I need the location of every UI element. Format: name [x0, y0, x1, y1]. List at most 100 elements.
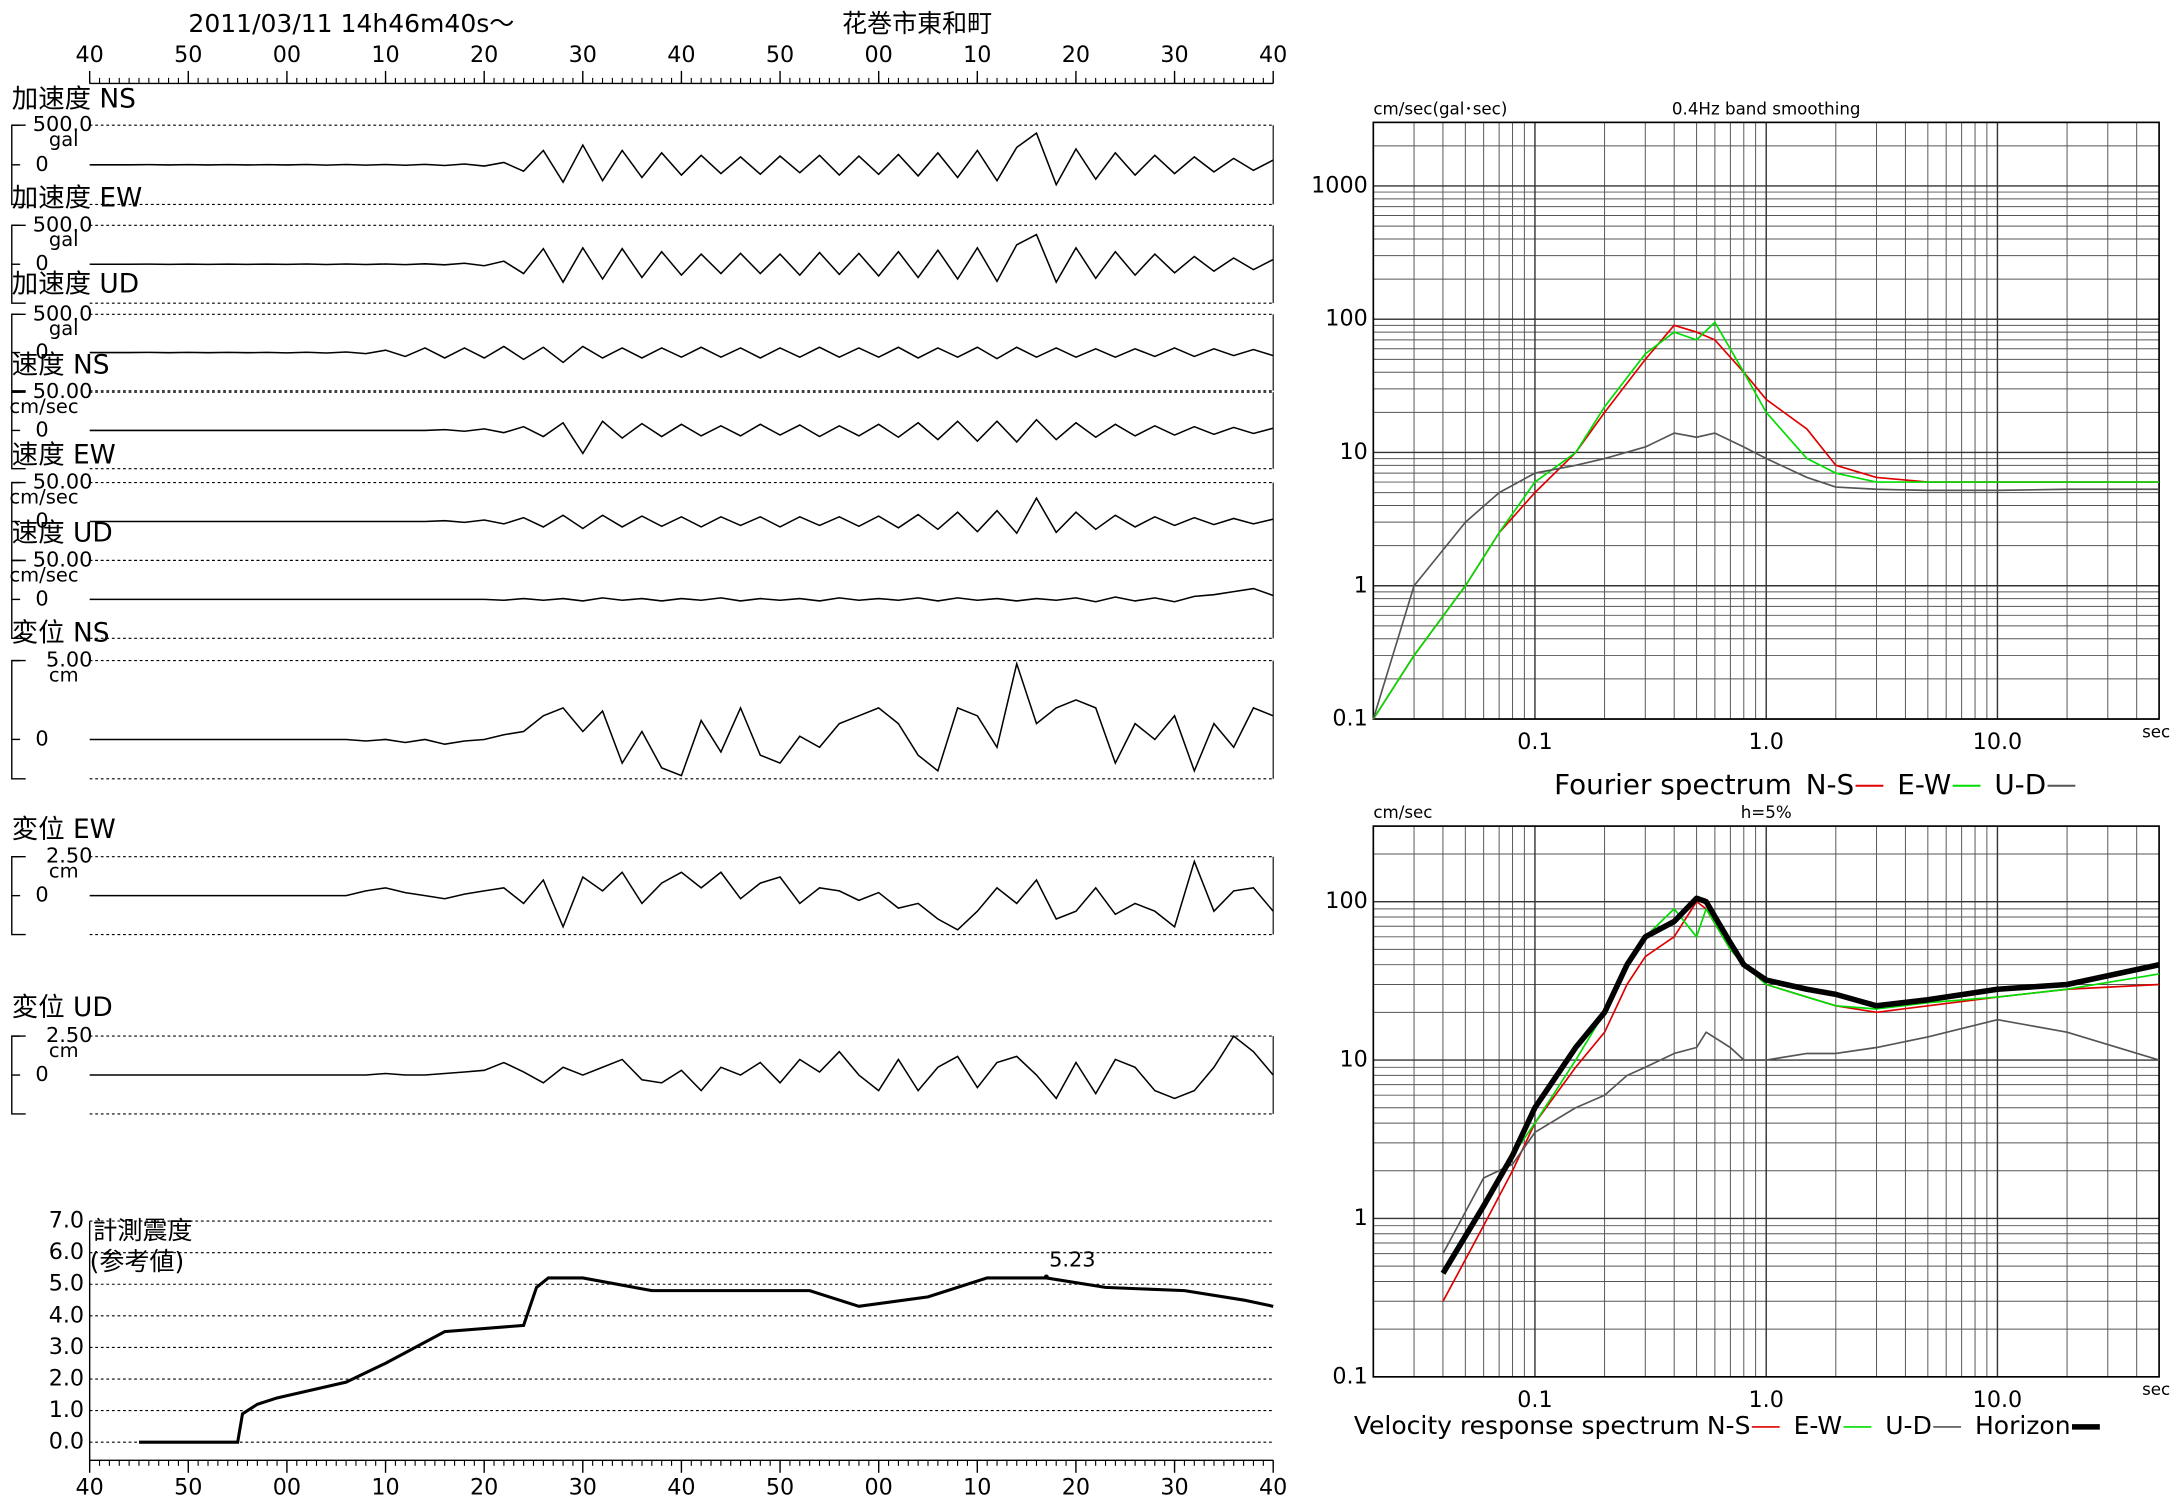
x-axis-label: sec	[2142, 722, 2170, 741]
y-tick-label: 10	[1339, 439, 1367, 465]
x-tick-label: 40	[667, 42, 695, 68]
x-tick-label: 30	[569, 1475, 597, 1501]
panel-label: 変位 UD	[12, 992, 113, 1023]
y-tick-label: 100	[1325, 888, 1367, 914]
panel-label: 変位 NS	[12, 618, 110, 649]
y-tick-label: 7.0	[49, 1208, 84, 1234]
panel-label: 変位 EW	[12, 814, 116, 845]
spectrum-line	[1440, 895, 2160, 1275]
y-tick-label: 100	[1325, 306, 1367, 332]
plot-frame	[1372, 825, 2160, 1378]
legend-title: Fourier spectrum	[1554, 768, 1792, 801]
unit-label: cm/sec	[9, 395, 78, 418]
spectrum-line	[1442, 908, 2160, 1274]
y-tick-label: 1	[1354, 1205, 1368, 1231]
plot-frame	[1372, 121, 2160, 720]
x-tick-label: 10	[371, 1475, 399, 1501]
y-tick-label: 50.00	[33, 470, 93, 494]
x-tick-label: 40	[1259, 42, 1287, 68]
y-tick-label: 6.0	[49, 1239, 84, 1265]
y-tick-label: 0	[35, 1062, 48, 1086]
x-tick-label: 1.0	[1749, 729, 1784, 755]
unit-label: gal	[49, 228, 79, 251]
y-tick-label: 1000	[1311, 172, 1368, 198]
y-tick-label: 50.00	[33, 547, 93, 571]
spectrum-line	[1372, 432, 2160, 720]
annotation-dot	[1043, 1274, 1049, 1280]
waveform	[89, 859, 1274, 931]
unit-label: cm	[49, 859, 79, 882]
unit-label: gal	[49, 317, 79, 340]
y-tick-label: 0.1	[1332, 1363, 1367, 1389]
chart-subtitle: 花巻市東和町	[842, 9, 992, 38]
annotation-label: 5.23	[1049, 1247, 1095, 1271]
unit-label: cm	[49, 663, 79, 686]
legend-label: E-W	[1897, 768, 1951, 801]
y-tick-label: 5.00	[46, 648, 92, 672]
waveform	[89, 233, 1274, 284]
x-tick-label: 10	[371, 42, 399, 68]
x-tick-label: 10	[963, 1475, 991, 1501]
waveform	[89, 1034, 1274, 1100]
spectrum-line	[1372, 321, 2160, 720]
panel-label: 速度 NS	[12, 349, 110, 380]
intensity-line	[139, 1276, 1274, 1444]
waveform	[89, 131, 1274, 187]
x-tick-label: 20	[470, 42, 498, 68]
waveform	[89, 660, 1274, 777]
panel-label: 速度 UD	[12, 518, 113, 549]
unit-label: cm	[49, 1039, 79, 1062]
unit-label: gal	[49, 128, 79, 151]
x-tick-label: 00	[865, 1475, 893, 1501]
y-tick-label: 500.0	[33, 212, 93, 236]
legend-label: U-D	[1885, 1411, 1932, 1440]
x-tick-label: 00	[273, 42, 301, 68]
chart-subtitle: (参考値)	[90, 1247, 185, 1276]
y-tick-label: 2.50	[46, 844, 92, 868]
panel-label: 加速度 EW	[12, 182, 142, 213]
y-axis-label: cm/sec(gal･sec)	[1373, 99, 1507, 118]
y-tick-label: 500.0	[33, 301, 93, 325]
y-tick-label: 0	[35, 883, 48, 907]
y-tick-label: 10	[1339, 1047, 1367, 1073]
x-tick-label: 0.1	[1517, 1387, 1552, 1413]
legend-title: Velocity response spectrum	[1354, 1411, 1700, 1440]
chart-title: 計測震度	[92, 1216, 192, 1245]
x-axis-label: sec	[2142, 1380, 2170, 1399]
x-tick-label: 00	[273, 1475, 301, 1501]
y-tick-label: 0.0	[49, 1429, 84, 1455]
x-tick-label: 40	[1259, 1475, 1287, 1501]
legend-label: Horizon	[1975, 1411, 2071, 1440]
x-tick-label: 0.1	[1517, 729, 1552, 755]
y-axis-label: cm/sec	[1373, 803, 1432, 822]
y-tick-label: 0	[35, 152, 48, 176]
y-tick-label: 0	[35, 251, 48, 275]
legend-label: N-S	[1806, 768, 1854, 801]
x-tick-label: 20	[1062, 1475, 1090, 1501]
legend-label: E-W	[1794, 1411, 1843, 1440]
y-tick-label: 0	[35, 726, 48, 750]
unit-label: cm/sec	[9, 563, 78, 586]
panel-label: 速度 EW	[12, 440, 116, 471]
x-tick-label: 10.0	[1973, 1387, 2023, 1413]
spectrum-line	[1442, 1018, 2160, 1255]
chart-title: 2011/03/11 14h46m40s〜	[188, 9, 514, 38]
panel-label: 加速度 NS	[12, 84, 136, 115]
x-tick-label: 00	[865, 42, 893, 68]
y-tick-label: 0.1	[1332, 706, 1367, 732]
y-tick-label: 0	[35, 340, 48, 364]
x-tick-label: 50	[174, 42, 202, 68]
legend-label: U-D	[1994, 768, 2046, 801]
waveform	[89, 587, 1274, 603]
chart-title: 0.4Hz band smoothing	[1672, 99, 1861, 118]
y-tick-label: 5.0	[49, 1271, 84, 1297]
x-tick-label: 10.0	[1973, 729, 2023, 755]
y-tick-label: 2.50	[46, 1023, 92, 1047]
y-tick-label: 0	[35, 417, 48, 441]
x-tick-label: 30	[569, 42, 597, 68]
waveform	[89, 345, 1274, 364]
legend-label: N-S	[1707, 1411, 1751, 1440]
